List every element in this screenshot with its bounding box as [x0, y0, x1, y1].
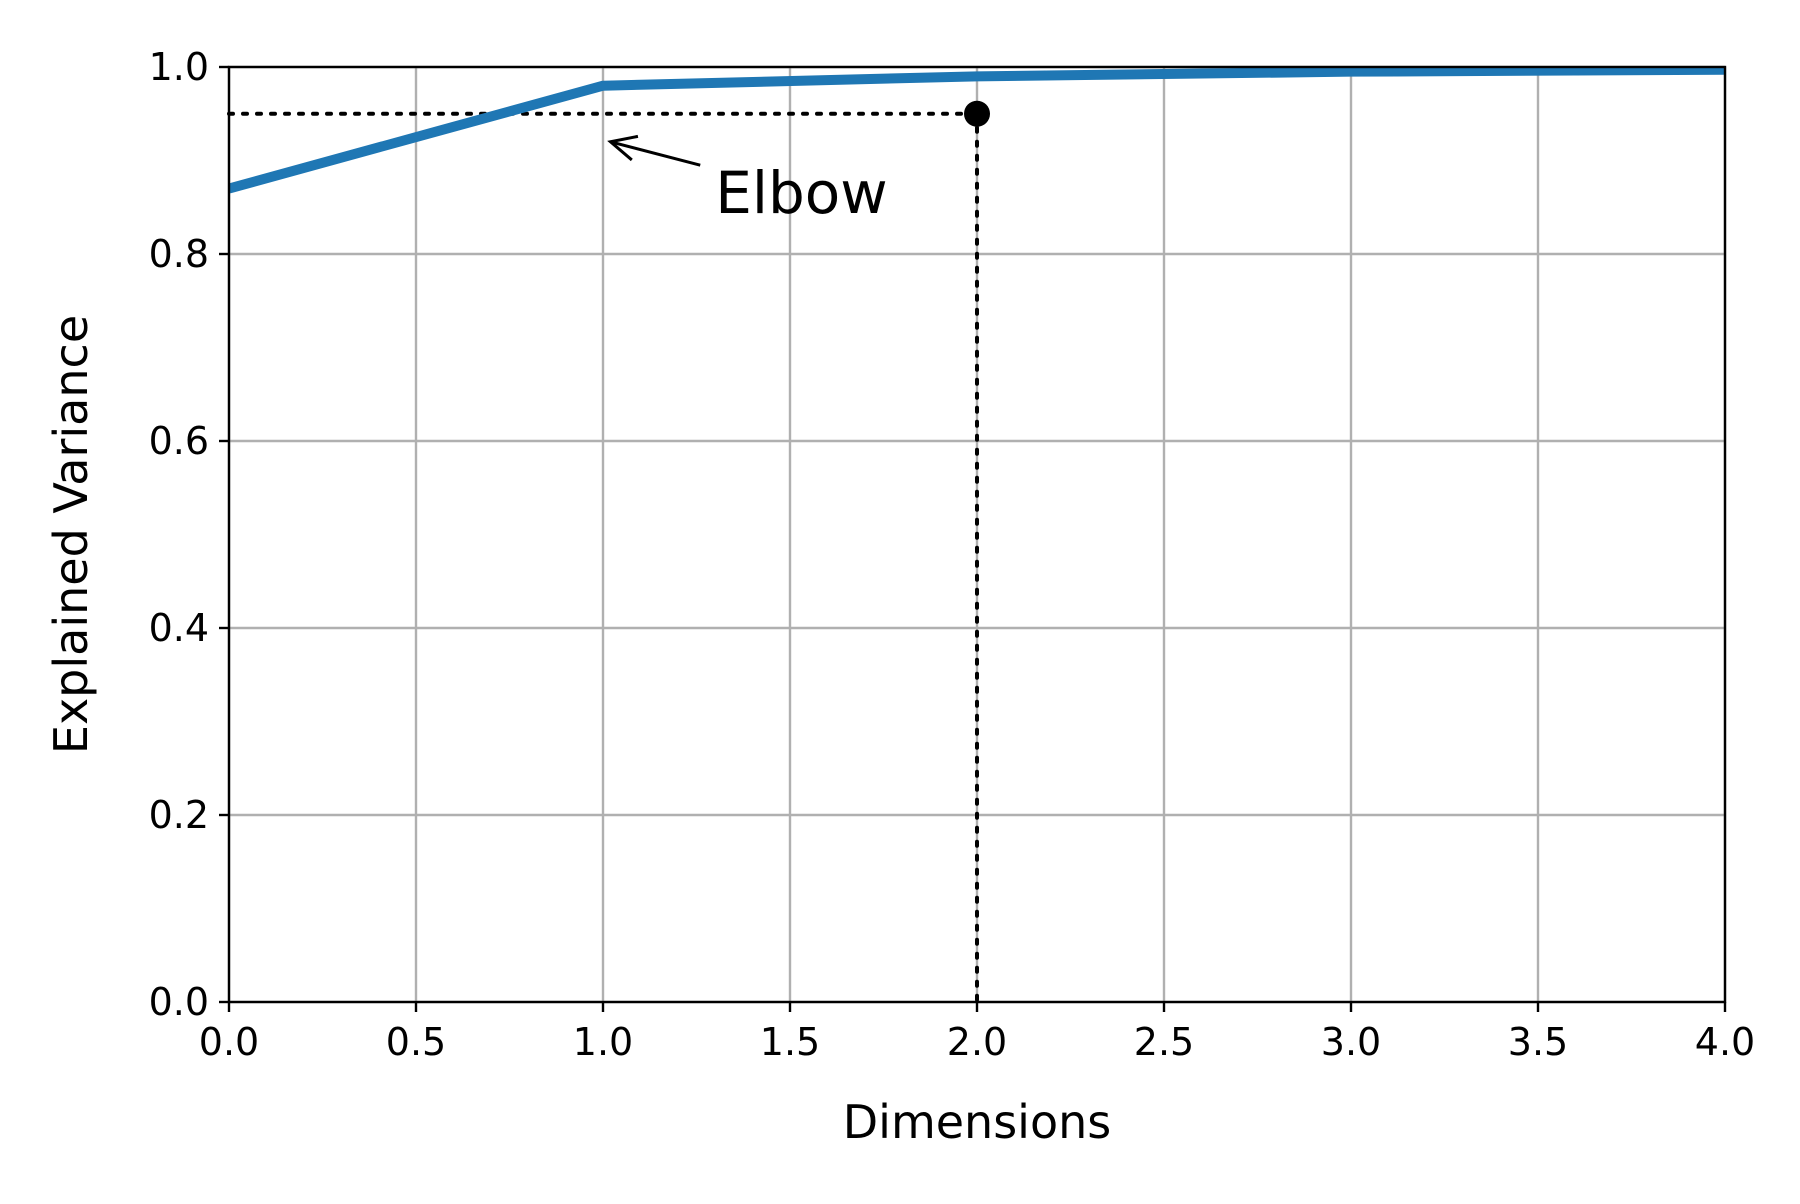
y-tick-label: 1.0 — [149, 45, 209, 89]
x-tick-label: 2.5 — [1134, 1020, 1194, 1064]
y-tick-label: 0.4 — [149, 606, 209, 650]
elbow-annotation-label: Elbow — [715, 159, 888, 227]
x-tick-label: 1.5 — [760, 1020, 820, 1064]
elbow-arrow-head — [607, 134, 639, 162]
axes-layer — [219, 65, 1727, 1012]
y-tick-label: 0.6 — [149, 419, 209, 463]
tick-labels: 0.0 0.5 1.0 1.5 2.0 2.5 3.0 3.5 4.0 0.0 0.2 0.4 0.6 0… — [149, 45, 1756, 1064]
y-tick-label: 0.8 — [149, 232, 209, 276]
x-axis-label: Dimensions — [843, 1095, 1111, 1149]
threshold-point — [964, 100, 990, 127]
x-tick-label: 3.5 — [1508, 1020, 1568, 1064]
x-tick-label: 0.0 — [199, 1020, 259, 1064]
y-axis-label: Explained Variance — [44, 315, 98, 754]
y-tick-label: 0.0 — [149, 980, 209, 1024]
x-tick-label: 4.0 — [1695, 1020, 1755, 1064]
elbow-arrow-shaft — [610, 140, 701, 167]
x-tick-label: 3.0 — [1321, 1020, 1381, 1064]
threshold-guide-lines — [227, 111, 979, 1004]
x-tick-label: 0.5 — [386, 1020, 446, 1064]
marker-layer — [964, 100, 990, 127]
plot-frame — [227, 65, 1727, 1004]
x-tick-label: 2.0 — [947, 1020, 1007, 1064]
explained-variance-line — [229, 67, 1725, 194]
x-tick-label: 1.0 — [573, 1020, 633, 1064]
annotation-layer: Elbow — [607, 134, 888, 227]
y-tick-label: 0.2 — [149, 793, 209, 837]
series-layer — [229, 67, 1725, 194]
